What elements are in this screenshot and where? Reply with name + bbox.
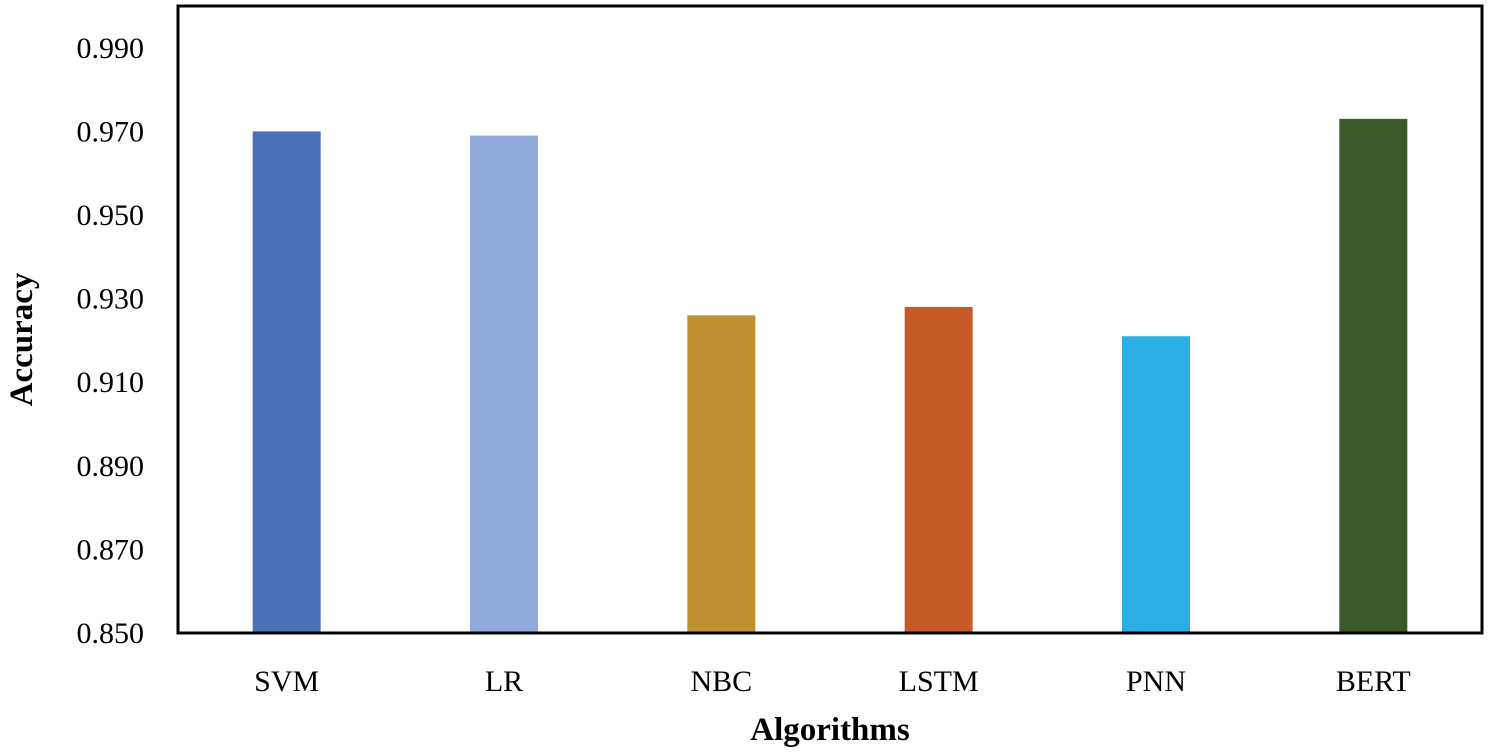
bar-bert [1339,118,1408,634]
x-tick-label: BERT [1336,665,1411,698]
x-tick-label: NBC [690,665,752,698]
y-axis-title: Accuracy [4,272,40,406]
x-tick-label: PNN [1126,665,1186,698]
y-tick-label: 0.890 [77,450,145,483]
y-tick-label: 0.870 [77,533,145,566]
y-tick-label: 0.970 [77,115,145,148]
bar-pnn [1122,336,1190,633]
bar-lr [470,135,538,633]
bar-lstm [904,306,973,633]
y-axis-ticks: 0.850 0.870 0.890 0.910 0.930 0.950 0.970 0.990 [77,32,145,650]
y-tick-label: 0.850 [77,617,145,650]
x-tick-label: SVM [254,665,319,698]
x-tick-label: LR [485,665,523,698]
bar-nbc [687,315,756,633]
plot-frame [176,4,1484,635]
y-tick-label: 0.930 [77,283,145,316]
y-tick-label: 0.990 [77,32,145,65]
bars-layer [252,118,1408,634]
bar-svm [252,131,321,633]
x-tick-label: LSTM [899,665,979,698]
y-tick-label: 0.910 [77,366,145,399]
y-tick-label: 0.950 [77,199,145,232]
x-axis-title: Algorithms [750,712,910,748]
x-axis-ticks: SVM LR NBC LSTM PNN BERT [254,665,1411,698]
